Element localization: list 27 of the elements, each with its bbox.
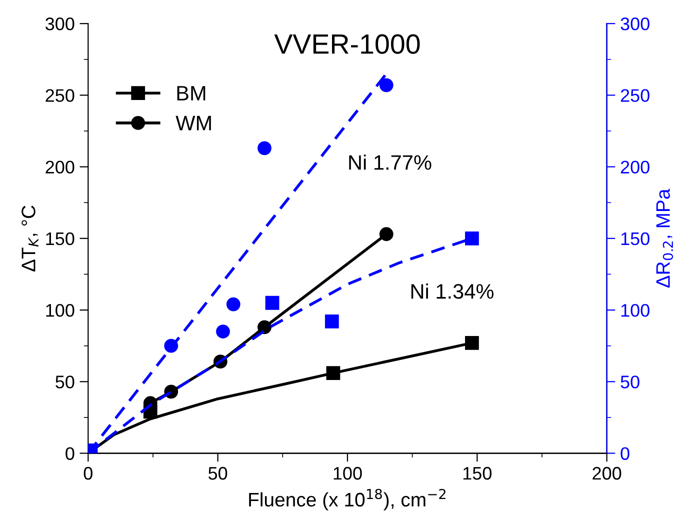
y-tick-label: 200 [46, 160, 74, 174]
y2-tick-label: 0 [620, 447, 630, 460]
y-tick-label: 250 [46, 89, 74, 102]
x-tick-label: 50 [208, 466, 228, 480]
legend-label: WM [176, 116, 211, 130]
y2-tick-label: 250 [620, 89, 650, 102]
annotation: Ni 1.34% [411, 283, 494, 299]
y-tick-label: 100 [46, 304, 74, 317]
x-tick-label: 150 [463, 466, 492, 480]
x-axis-title: Fluence (x 10$^{18}$), cm$^{−2}$ [249, 488, 446, 510]
y2-axis-title: ΔR$_{0.2}$, MPa [656, 188, 674, 288]
legend-label: BM [177, 86, 206, 100]
y-tick-label: 300 [46, 18, 74, 30]
y-tick-label: 50 [56, 376, 74, 388]
y-tick-label: 150 [46, 232, 74, 246]
annotation: Ni 1.77% [349, 154, 432, 170]
x-tick-label: 100 [334, 466, 362, 480]
y-tick-label: 0 [66, 447, 74, 460]
x-tick-label: 200 [592, 466, 622, 480]
y2-tick-label: 100 [621, 304, 650, 317]
y2-tick-label: 300 [620, 18, 650, 30]
y2-tick-label: 150 [621, 232, 650, 246]
x-tick-label: 0 [84, 466, 92, 480]
y-axis-title: ΔT$_{K}$, °C [22, 206, 38, 272]
chart-title: VVER-1000 [274, 34, 420, 54]
y2-tick-label: 50 [620, 376, 640, 388]
y2-tick-label: 200 [620, 160, 650, 174]
